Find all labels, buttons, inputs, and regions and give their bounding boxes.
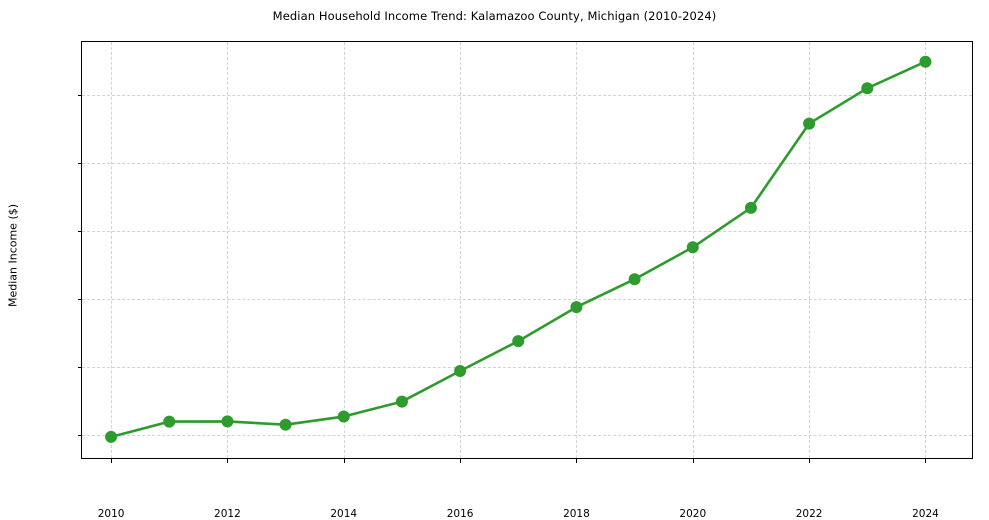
data-point [105, 430, 118, 443]
gridline-horizontal [82, 95, 972, 97]
y-tick-mark [77, 434, 82, 436]
gridline-vertical [809, 42, 811, 458]
x-tick-mark [692, 458, 694, 463]
y-tick-mark [77, 95, 82, 97]
data-point [686, 241, 699, 254]
data-point [279, 418, 292, 431]
y-tick-mark [77, 230, 82, 232]
x-tick-label: 2020 [679, 508, 707, 520]
gridline-vertical [460, 42, 462, 458]
y-tick-mark [77, 162, 82, 164]
chart-title: Median Household Income Trend: Kalamazoo… [272, 9, 717, 23]
data-point [861, 82, 874, 95]
gridline-vertical [227, 42, 229, 458]
data-point [628, 273, 641, 286]
x-tick-mark [227, 458, 229, 463]
data-point [803, 117, 816, 130]
gridline-horizontal [82, 298, 972, 300]
y-tick-mark [77, 366, 82, 368]
data-point [512, 335, 525, 348]
series-line [109, 60, 927, 439]
x-tick-mark [925, 458, 927, 463]
data-point [337, 410, 350, 423]
gridline-horizontal [82, 230, 972, 232]
x-tick-label: 2024 [912, 508, 939, 520]
gridline-vertical [111, 42, 113, 458]
y-tick-mark [77, 298, 82, 300]
data-point [454, 364, 467, 377]
gridline-vertical [343, 42, 345, 458]
series-markers [105, 55, 932, 443]
plot-area: $45,000$50,000$55,000$60,000$65,000$70,0… [77, 41, 973, 520]
x-tick-mark [111, 458, 113, 463]
gridline-vertical [925, 42, 927, 458]
data-point [221, 415, 234, 428]
x-tick-mark [460, 458, 462, 463]
x-tick-label: 2010 [97, 508, 125, 520]
data-point [570, 301, 583, 314]
x-tick-label: 2022 [795, 508, 823, 520]
line-series [105, 55, 932, 443]
data-point [163, 415, 176, 428]
x-tick-label: 2012 [214, 508, 241, 520]
gridline-horizontal [82, 366, 972, 368]
y-axis-label: Median Income ($) [6, 203, 20, 308]
x-tick-mark [343, 458, 345, 463]
gridline-horizontal [82, 162, 972, 164]
x-tick-label: 2016 [446, 508, 474, 520]
chart-figure: Median Household Income Trend: Kalamazoo… [6, 9, 973, 520]
x-tick-label: 2018 [563, 508, 590, 520]
x-tick-mark [576, 458, 578, 463]
x-tick-label: 2014 [330, 508, 358, 520]
x-tick-mark [809, 458, 811, 463]
data-point [919, 55, 932, 68]
data-point [744, 201, 757, 214]
data-point [395, 395, 408, 408]
gridline-horizontal [82, 434, 972, 436]
gridline-vertical [576, 42, 578, 458]
